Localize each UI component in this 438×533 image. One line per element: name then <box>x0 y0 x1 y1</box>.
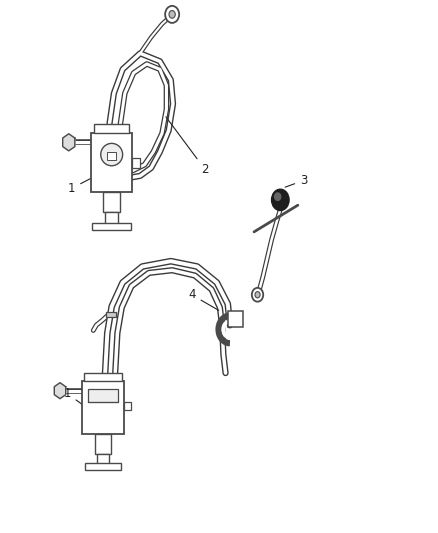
Text: 2: 2 <box>166 117 209 176</box>
Bar <box>95 124 129 133</box>
Bar <box>106 312 116 317</box>
Text: 4: 4 <box>188 288 219 310</box>
Bar <box>103 192 120 212</box>
Circle shape <box>272 189 289 211</box>
Bar <box>132 158 140 168</box>
Bar <box>92 223 131 230</box>
Circle shape <box>252 288 263 302</box>
Bar <box>107 152 116 160</box>
Bar <box>82 381 124 434</box>
Circle shape <box>275 193 281 200</box>
Text: 1: 1 <box>64 387 92 411</box>
Circle shape <box>255 292 260 298</box>
Circle shape <box>165 6 179 23</box>
Bar <box>105 212 118 224</box>
Bar <box>84 373 122 381</box>
Bar <box>85 463 121 470</box>
Bar <box>124 402 131 410</box>
Bar <box>97 454 109 464</box>
Bar <box>88 389 118 402</box>
Text: 3: 3 <box>285 174 307 187</box>
Bar <box>95 434 111 454</box>
Bar <box>91 133 132 192</box>
Text: 1: 1 <box>68 174 98 195</box>
Circle shape <box>169 11 175 18</box>
Ellipse shape <box>101 143 123 166</box>
Bar <box>228 311 243 327</box>
Polygon shape <box>54 383 66 399</box>
Polygon shape <box>63 134 75 151</box>
